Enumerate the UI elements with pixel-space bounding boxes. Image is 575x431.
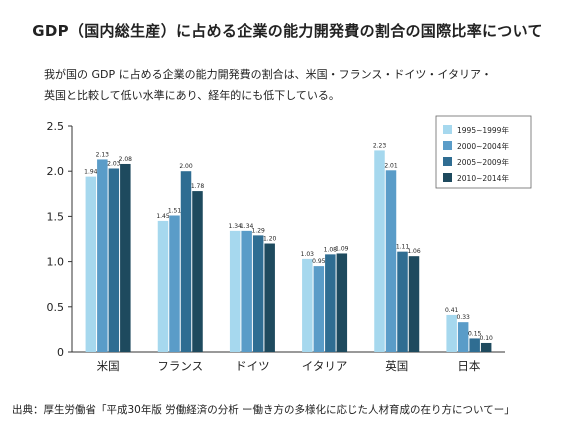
data-label: 1.29	[251, 227, 265, 234]
x-tick-label: 米国	[97, 359, 120, 373]
data-label: 0.41	[445, 307, 459, 314]
description-text: 我が国の GDP に占める企業の能力開発費の割合は、米国・フランス・ドイツ・イタ…	[44, 64, 544, 106]
bar	[469, 338, 480, 352]
data-label: 1.45	[156, 213, 170, 220]
data-label: 1.34	[240, 223, 254, 230]
data-label: 1.08	[324, 246, 338, 253]
legend-swatch	[443, 125, 452, 134]
data-label: 2.08	[119, 156, 133, 163]
data-label: 0.10	[479, 335, 493, 342]
legend-label: 2000~2004年	[457, 141, 509, 151]
source-citation: 出典：厚生労働省「平成30年版 労働経済の分析 ー働き方の多様化に応じた人材育成…	[12, 404, 515, 416]
x-tick-label: 英国	[385, 359, 408, 373]
x-tick-label: フランス	[157, 359, 203, 373]
bar	[325, 254, 336, 352]
data-label: 1.34	[228, 223, 242, 230]
data-label: 2.01	[384, 162, 398, 169]
bar	[157, 220, 169, 352]
data-label: 0.15	[468, 330, 482, 337]
y-tick-label: 2.0	[47, 165, 65, 178]
legend-label: 2005~2009年	[457, 157, 509, 167]
bar	[374, 150, 385, 352]
x-tick-label: 日本	[457, 359, 480, 373]
bar	[120, 163, 131, 352]
y-tick-label: 1.5	[47, 210, 65, 223]
data-label: 2.03	[107, 160, 121, 167]
bar	[313, 266, 325, 352]
data-label: 0.33	[456, 314, 470, 321]
y-tick-label: 0	[57, 346, 64, 359]
bar	[180, 171, 192, 352]
legend-label: 2010~2014年	[457, 173, 509, 183]
data-label: 0.95	[312, 258, 326, 265]
data-label: 2.23	[373, 142, 387, 149]
legend-swatch	[443, 157, 452, 166]
bar	[336, 253, 348, 352]
bar	[408, 256, 420, 352]
legend-label: 1995~1999年	[457, 125, 509, 135]
bar	[264, 243, 275, 352]
page-title: GDP（国内総生産）に占める企業の能力開発費の割合の国際比率について	[32, 22, 543, 40]
bar	[192, 191, 203, 352]
x-tick-label: ドイツ	[235, 359, 270, 373]
data-label: 1.94	[84, 169, 98, 176]
data-label: 1.51	[168, 207, 182, 214]
bar	[97, 159, 108, 352]
legend-swatch	[443, 173, 452, 182]
bar	[385, 170, 397, 352]
data-label: 1.03	[301, 251, 315, 258]
legend-swatch	[443, 141, 452, 150]
data-label: 1.78	[191, 183, 205, 190]
bar	[85, 176, 97, 352]
data-label: 2.13	[96, 151, 110, 158]
bar	[397, 251, 408, 352]
description-line-1: 我が国の GDP に占める企業の能力開発費の割合は、米国・フランス・ドイツ・イタ…	[44, 68, 492, 81]
bar	[108, 168, 120, 352]
data-label: 1.06	[407, 248, 421, 255]
data-label: 1.20	[263, 236, 277, 243]
bar	[241, 230, 252, 352]
data-label: 2.00	[179, 163, 193, 170]
bar	[229, 230, 241, 352]
description-line-2: 英国と比較して低い水準にあり、経年的にも低下している。	[44, 89, 340, 102]
y-tick-label: 2.5	[47, 120, 65, 133]
bar	[169, 215, 180, 352]
bar	[252, 235, 264, 352]
bar	[480, 342, 492, 352]
y-tick-label: 0.5	[47, 301, 65, 314]
bar	[457, 322, 469, 352]
y-tick-label: 1.0	[47, 256, 65, 269]
data-label: 1.11	[396, 244, 410, 251]
bar	[302, 258, 313, 352]
bar	[446, 314, 457, 352]
data-label: 1.09	[335, 245, 349, 252]
x-tick-label: イタリア	[302, 359, 348, 373]
